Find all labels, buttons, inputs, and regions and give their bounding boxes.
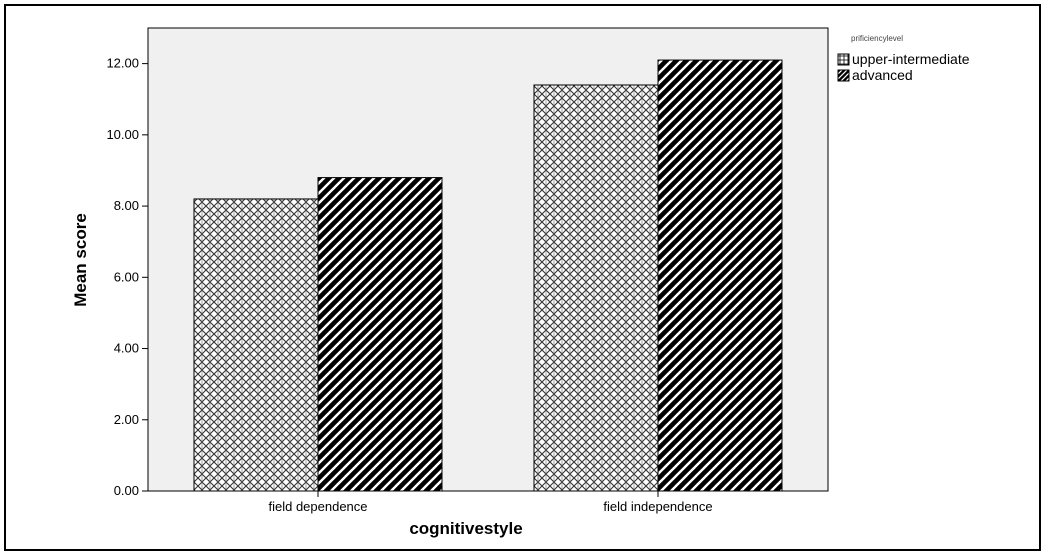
y-tick-label: 12.00 [106,56,139,71]
y-tick-label: 10.00 [106,127,139,142]
chart-frame: 0.00 2.00 4.00 6.00 8.00 10.00 12.00 field dep… [4,4,1041,551]
y-tick-label: 8.00 [114,198,139,213]
x-tick-label: field independence [603,499,712,514]
bar-advanced-0 [317,177,443,492]
legend-swatch-upper-intermediate [837,53,850,66]
y-tick-label: 4.00 [114,341,139,356]
y-tick-label: 0.00 [114,483,139,498]
legend-label-upper-intermediate: upper-intermediate [852,51,970,67]
bar-upper-intermediate-1 [533,84,659,492]
legend: prificiencylevel upper-intermediateadvan… [837,34,970,83]
bar-upper-intermediate-0 [193,198,319,492]
bars-group [193,59,783,492]
legend-label-advanced: advanced [852,67,913,83]
y-axis-title: Mean score [71,213,90,307]
y-tick-label: 6.00 [114,269,139,284]
legend-title: prificiencylevel [851,34,903,43]
legend-swatch-advanced [837,69,850,82]
bar-advanced-1 [657,59,783,492]
bar-chart: 0.00 2.00 4.00 6.00 8.00 10.00 12.00 field dep… [71,27,970,538]
x-tick-label: field dependence [268,499,367,514]
y-tick-label: 2.00 [114,412,139,427]
x-axis-title: cognitivestyle [409,519,522,538]
x-axis: field dependence field independence [268,491,713,514]
y-axis: 0.00 2.00 4.00 6.00 8.00 10.00 12.00 [106,56,148,498]
